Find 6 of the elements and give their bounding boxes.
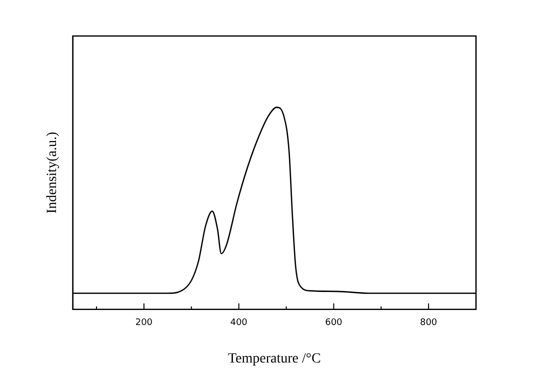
x-tick-label: 400 — [230, 318, 248, 328]
x-tick-label: 800 — [420, 318, 438, 328]
x-tick-label: 600 — [325, 318, 343, 328]
x-axis-title: Temperature /°C — [228, 351, 321, 366]
y-axis-title: Indensity(a.u.) — [45, 132, 60, 214]
x-tick-label: 200 — [135, 318, 153, 328]
